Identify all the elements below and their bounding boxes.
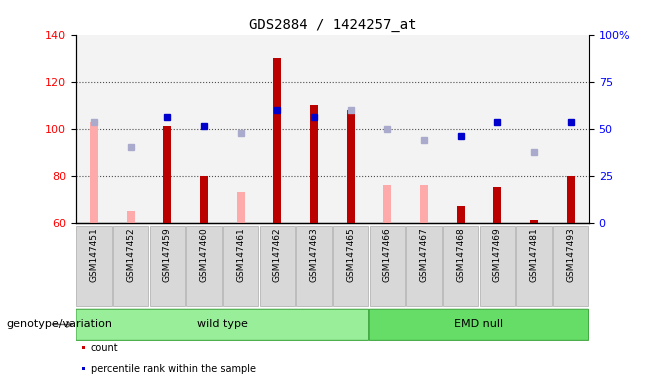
Bar — [442, 35, 479, 223]
Text: count: count — [91, 343, 118, 353]
Bar — [222, 35, 259, 223]
Bar — [163, 126, 171, 223]
FancyBboxPatch shape — [333, 226, 368, 306]
Bar — [479, 35, 516, 223]
Bar — [516, 35, 552, 223]
Text: EMD null: EMD null — [455, 319, 503, 329]
Bar — [369, 35, 405, 223]
FancyBboxPatch shape — [407, 226, 442, 306]
Bar — [457, 206, 465, 223]
Bar — [552, 35, 589, 223]
Text: GSM147463: GSM147463 — [309, 227, 318, 282]
Text: GSM147481: GSM147481 — [530, 227, 538, 282]
FancyBboxPatch shape — [443, 226, 478, 306]
Bar — [494, 187, 501, 223]
Bar — [420, 185, 428, 223]
Bar — [347, 110, 355, 223]
FancyBboxPatch shape — [370, 226, 405, 306]
FancyBboxPatch shape — [76, 309, 368, 340]
Bar — [295, 35, 332, 223]
Text: GSM147451: GSM147451 — [89, 227, 99, 282]
Bar — [113, 35, 149, 223]
FancyBboxPatch shape — [150, 226, 185, 306]
Text: GSM147460: GSM147460 — [199, 227, 209, 282]
Bar — [567, 176, 574, 223]
Bar — [405, 35, 442, 223]
Text: GSM147461: GSM147461 — [236, 227, 245, 282]
Bar — [90, 122, 98, 223]
Bar — [310, 105, 318, 223]
Bar — [332, 35, 369, 223]
FancyBboxPatch shape — [76, 226, 112, 306]
Text: GSM147493: GSM147493 — [566, 227, 575, 282]
Bar — [200, 176, 208, 223]
Bar — [76, 35, 113, 223]
Text: GSM147462: GSM147462 — [273, 227, 282, 281]
Text: GSM147467: GSM147467 — [419, 227, 428, 282]
Bar — [126, 211, 135, 223]
Bar — [259, 35, 295, 223]
Title: GDS2884 / 1424257_at: GDS2884 / 1424257_at — [249, 18, 416, 32]
Text: wild type: wild type — [197, 319, 248, 329]
Text: GSM147452: GSM147452 — [126, 227, 135, 281]
FancyBboxPatch shape — [186, 226, 222, 306]
FancyBboxPatch shape — [517, 226, 551, 306]
Bar — [273, 58, 282, 223]
FancyBboxPatch shape — [296, 226, 332, 306]
FancyBboxPatch shape — [480, 226, 515, 306]
Text: GSM147466: GSM147466 — [383, 227, 392, 282]
Text: GSM147459: GSM147459 — [163, 227, 172, 282]
Text: percentile rank within the sample: percentile rank within the sample — [91, 364, 255, 374]
Text: GSM147469: GSM147469 — [493, 227, 502, 282]
Bar — [149, 35, 186, 223]
FancyBboxPatch shape — [260, 226, 295, 306]
FancyBboxPatch shape — [223, 226, 258, 306]
Bar — [186, 35, 222, 223]
FancyBboxPatch shape — [369, 309, 588, 340]
Text: GSM147465: GSM147465 — [346, 227, 355, 282]
Text: genotype/variation: genotype/variation — [7, 319, 113, 329]
Bar — [237, 192, 245, 223]
Bar — [530, 220, 538, 223]
FancyBboxPatch shape — [113, 226, 148, 306]
Bar — [383, 185, 392, 223]
Text: GSM147468: GSM147468 — [456, 227, 465, 282]
FancyBboxPatch shape — [553, 226, 588, 306]
